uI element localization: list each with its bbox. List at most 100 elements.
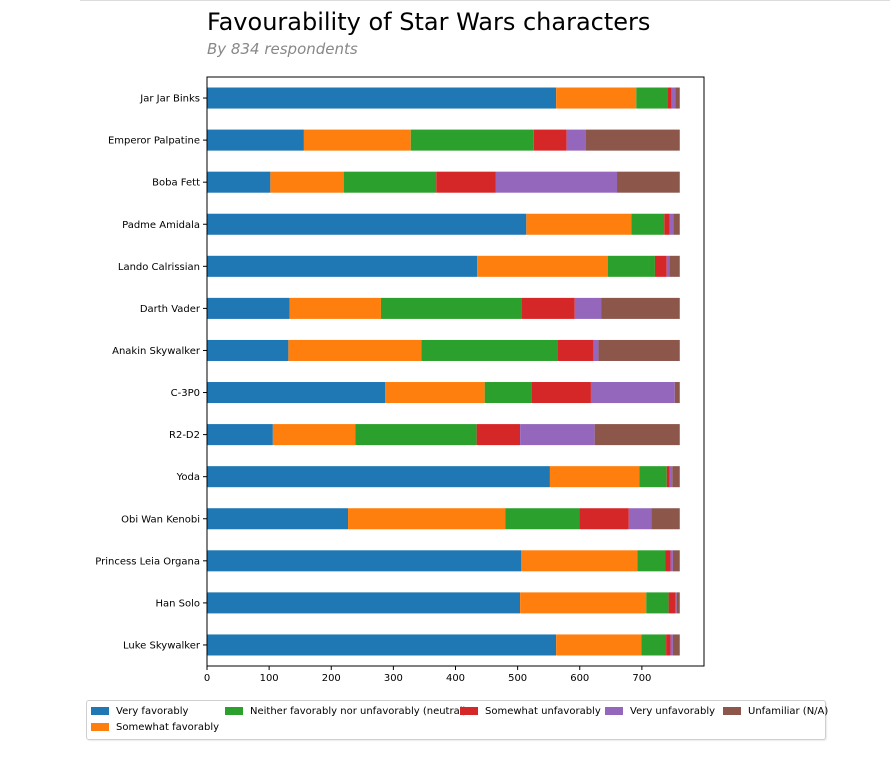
legend-item: Somewhat favorably bbox=[91, 720, 219, 734]
bar-segment bbox=[549, 466, 640, 488]
bar-segment bbox=[628, 508, 652, 530]
legend-label: Unfamiliar (N/A) bbox=[748, 705, 829, 717]
bar-segment bbox=[526, 213, 632, 235]
bar-segment bbox=[380, 297, 522, 319]
bar-segment bbox=[556, 634, 642, 656]
bar-segment bbox=[558, 339, 594, 361]
bar-segment bbox=[666, 255, 670, 277]
bar-segment bbox=[289, 297, 381, 319]
bar-segment bbox=[594, 424, 680, 446]
legend-label: Very favorably bbox=[116, 705, 189, 717]
x-tick-label: 200 bbox=[322, 673, 341, 684]
bar-segment bbox=[207, 550, 522, 572]
bar-segment bbox=[533, 129, 567, 151]
bar-segment bbox=[520, 424, 595, 446]
bar-segment bbox=[669, 255, 680, 277]
bar-segment bbox=[593, 339, 599, 361]
x-tick-label: 400 bbox=[446, 673, 465, 684]
bar-segment bbox=[675, 87, 680, 109]
y-tick-label: Padme Amidala bbox=[122, 220, 200, 231]
bar-segment bbox=[207, 634, 557, 656]
chart-legend: Very favorably Somewhat favorably Neither … bbox=[86, 700, 828, 740]
x-tick-label: 100 bbox=[260, 673, 279, 684]
bar-segment bbox=[531, 382, 591, 404]
legend-label: Neither favorably nor unfavorably (neutr… bbox=[250, 705, 467, 717]
bar-segment bbox=[669, 466, 673, 488]
legend-item: Somewhat unfavorably bbox=[460, 704, 601, 718]
bar-segment bbox=[607, 255, 655, 277]
bar-segment bbox=[421, 339, 559, 361]
bar-segment bbox=[207, 129, 304, 151]
legend-label: Somewhat unfavorably bbox=[485, 705, 601, 717]
bar-segment bbox=[668, 592, 676, 614]
bar-segment bbox=[598, 339, 680, 361]
bar-segment bbox=[651, 508, 680, 530]
legend-item: Unfamiliar (N/A) bbox=[723, 704, 828, 718]
plot-frame bbox=[206, 76, 705, 667]
bar-segment bbox=[476, 424, 521, 446]
x-tick-label: 0 bbox=[204, 673, 210, 684]
bar-segment bbox=[670, 634, 673, 656]
bar-segment bbox=[207, 87, 557, 109]
x-tick-label: 600 bbox=[570, 673, 589, 684]
y-tick-label: Princess Leia Organa bbox=[95, 556, 200, 567]
bar-segment bbox=[385, 382, 485, 404]
bar-segment bbox=[617, 171, 680, 193]
legend-item: Very unfavorably bbox=[605, 704, 715, 718]
bar-segment bbox=[670, 550, 673, 572]
bar-segment bbox=[207, 382, 386, 404]
bar-segment bbox=[590, 382, 675, 404]
y-tick-label: Emperor Palpatine bbox=[108, 136, 200, 147]
legend-swatch bbox=[605, 707, 623, 715]
chart-svg: Luke Skywalker Han Solo Princess Leia Orga… bbox=[95, 76, 705, 684]
bar-segment bbox=[672, 550, 680, 572]
bar-segment bbox=[665, 550, 671, 572]
bar-segment bbox=[574, 297, 602, 319]
y-tick-label: Boba Fett bbox=[152, 178, 200, 189]
bar-segment bbox=[436, 171, 496, 193]
bar-segment bbox=[207, 213, 527, 235]
bar-segment bbox=[654, 255, 667, 277]
bar-segment bbox=[207, 466, 550, 488]
bar-segment bbox=[641, 634, 667, 656]
bar-segment bbox=[672, 466, 680, 488]
bar-segment bbox=[636, 87, 668, 109]
bar-segment bbox=[207, 255, 478, 277]
bar-segment bbox=[639, 466, 667, 488]
bar-segment bbox=[646, 592, 669, 614]
bar-segment bbox=[579, 508, 629, 530]
bar-segment bbox=[669, 213, 674, 235]
legend-swatch bbox=[91, 707, 109, 715]
bar-segment bbox=[207, 339, 289, 361]
legend-swatch bbox=[460, 707, 478, 715]
bar-segment bbox=[566, 129, 586, 151]
legend-label: Very unfavorably bbox=[630, 705, 716, 717]
bar-segment bbox=[288, 339, 422, 361]
bar-segment bbox=[667, 87, 672, 109]
bar-segment bbox=[495, 171, 618, 193]
bar-segment bbox=[664, 213, 670, 235]
bar-segment bbox=[674, 382, 680, 404]
bar-segment bbox=[672, 634, 680, 656]
bar-segment bbox=[521, 550, 638, 572]
legend-swatch bbox=[723, 707, 741, 715]
bar-segment bbox=[207, 424, 273, 446]
y-tick-label: Lando Calrissian bbox=[118, 262, 200, 273]
y-tick-label: Anakin Skywalker bbox=[112, 346, 201, 357]
legend-item: Neither favorably nor unfavorably (neutr… bbox=[225, 704, 466, 718]
bar-segment bbox=[675, 592, 677, 614]
bar-segment bbox=[673, 213, 680, 235]
bar-segment bbox=[601, 297, 680, 319]
legend-swatch bbox=[91, 723, 109, 731]
x-tick-label: 700 bbox=[632, 673, 651, 684]
bar-segment bbox=[520, 592, 647, 614]
bar-segment bbox=[272, 424, 356, 446]
bar-segment bbox=[270, 171, 344, 193]
y-tick-label: C-3P0 bbox=[171, 388, 200, 399]
bar-segment bbox=[207, 171, 271, 193]
bar-segment bbox=[207, 592, 521, 614]
legend-item: Very favorably bbox=[91, 704, 188, 718]
bar-segment bbox=[207, 297, 290, 319]
bar-segment bbox=[355, 424, 477, 446]
bar-segment bbox=[348, 508, 506, 530]
